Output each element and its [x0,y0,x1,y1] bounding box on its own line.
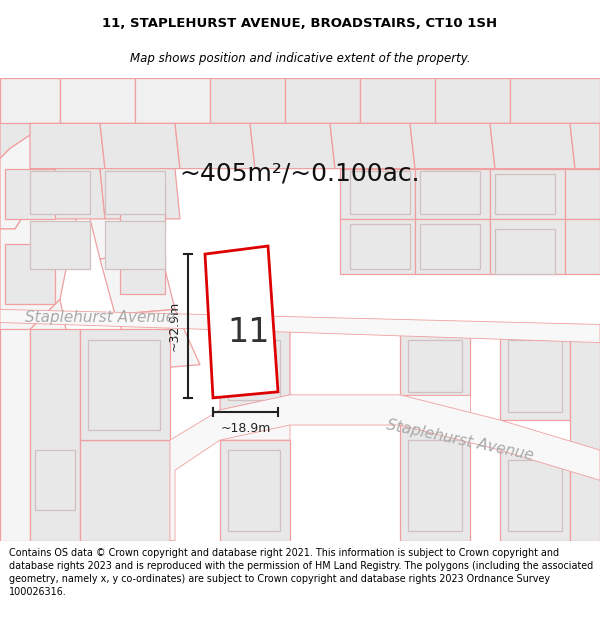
Text: Staplehurst Avenue: Staplehurst Avenue [25,310,175,325]
Polygon shape [80,440,170,541]
Polygon shape [220,440,290,541]
Polygon shape [228,450,280,531]
Polygon shape [105,171,165,214]
Polygon shape [408,440,462,531]
Polygon shape [135,78,210,123]
Polygon shape [35,450,75,511]
Text: Contains OS data © Crown copyright and database right 2021. This information is : Contains OS data © Crown copyright and d… [9,548,593,598]
Polygon shape [228,339,280,400]
Polygon shape [220,329,290,410]
Polygon shape [5,169,55,219]
Polygon shape [0,159,80,339]
Polygon shape [510,78,600,123]
Polygon shape [0,78,600,133]
Polygon shape [30,329,80,541]
Polygon shape [30,221,90,269]
Polygon shape [340,169,415,219]
Polygon shape [0,78,55,159]
Polygon shape [408,339,462,392]
Text: Staplehurst Avenue: Staplehurst Avenue [385,417,535,463]
Text: Map shows position and indicative extent of the property.: Map shows position and indicative extent… [130,52,470,65]
Polygon shape [350,171,410,214]
Polygon shape [220,395,290,440]
Polygon shape [85,189,160,259]
Polygon shape [100,169,180,219]
Polygon shape [105,221,165,269]
Text: 11, STAPLEHURST AVENUE, BROADSTAIRS, CT10 1SH: 11, STAPLEHURST AVENUE, BROADSTAIRS, CT1… [103,17,497,30]
Polygon shape [100,249,175,314]
Polygon shape [495,229,555,274]
Polygon shape [350,224,410,269]
Polygon shape [0,118,60,229]
Polygon shape [60,78,135,123]
Polygon shape [500,450,570,541]
Polygon shape [120,189,165,229]
Polygon shape [30,169,105,219]
Polygon shape [0,78,60,123]
Polygon shape [5,244,55,304]
Polygon shape [360,78,435,123]
Polygon shape [330,123,415,169]
Polygon shape [565,219,600,274]
Polygon shape [250,123,335,169]
Polygon shape [500,329,570,420]
Polygon shape [55,78,180,199]
Polygon shape [400,425,470,541]
Polygon shape [490,169,565,219]
Polygon shape [210,78,285,123]
Polygon shape [0,299,70,420]
Text: ~405m²/~0.100ac.: ~405m²/~0.100ac. [179,162,421,186]
Polygon shape [570,329,600,541]
Polygon shape [508,339,562,412]
Polygon shape [570,123,600,169]
Polygon shape [0,329,30,541]
Polygon shape [415,219,490,274]
Polygon shape [175,123,255,169]
Polygon shape [170,395,600,541]
Polygon shape [400,395,470,425]
Polygon shape [30,171,90,214]
Text: 11: 11 [228,316,270,349]
Text: ~32.9m: ~32.9m [167,301,181,351]
Polygon shape [565,169,600,219]
Polygon shape [100,123,180,169]
Polygon shape [88,339,160,430]
Polygon shape [410,123,495,169]
Text: ~18.9m: ~18.9m [220,421,271,434]
Polygon shape [285,78,360,123]
Polygon shape [508,460,562,531]
Polygon shape [490,219,565,274]
Polygon shape [495,174,555,214]
Polygon shape [30,123,105,169]
Polygon shape [340,219,415,274]
Polygon shape [420,171,480,214]
Polygon shape [415,169,490,219]
Polygon shape [0,309,600,342]
Polygon shape [205,246,278,398]
Polygon shape [420,224,480,269]
Polygon shape [400,329,470,395]
Polygon shape [115,309,200,370]
Polygon shape [490,123,575,169]
Polygon shape [435,78,510,123]
Polygon shape [80,329,170,440]
Polygon shape [120,254,165,294]
